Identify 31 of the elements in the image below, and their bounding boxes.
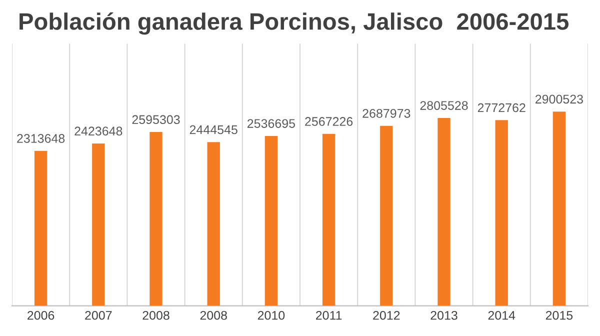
x-tick-label: 2011 [316, 310, 342, 320]
x-tick-label: 2013 [430, 310, 458, 320]
data-label: 2595303 [132, 115, 180, 124]
bar [34, 150, 48, 306]
x-tick-label: 2010 [258, 310, 285, 320]
data-label: 2900523 [536, 94, 583, 104]
x-tick-label: 2012 [373, 310, 400, 320]
x-tick-label: 2007 [85, 310, 112, 320]
bar [150, 132, 162, 306]
data-label: 2536695 [248, 119, 296, 128]
bar [495, 120, 508, 306]
bar [207, 142, 220, 306]
bar [264, 136, 278, 306]
x-tick-label: 2006 [28, 310, 54, 320]
x-tick-label: 2008 [142, 310, 170, 320]
data-label: 2805528 [420, 101, 468, 110]
bar [92, 144, 105, 306]
data-label: 2772762 [478, 103, 526, 112]
bar [380, 126, 393, 306]
data-label: 2567226 [305, 117, 353, 126]
x-tick-label: 2015 [546, 310, 573, 320]
x-tick-label: 2008 [200, 310, 227, 320]
data-label: 2313648 [17, 134, 65, 143]
data-label: 2687973 [362, 108, 410, 118]
bar [552, 112, 566, 306]
data-label: 2444545 [190, 125, 238, 134]
bar [438, 118, 450, 306]
data-label: 2423648 [74, 126, 122, 136]
x-tick-label: 2014 [488, 310, 516, 320]
chart-title: Población ganadera Porcinos, Jalisco 2006-2015 [20, 12, 569, 35]
bar [322, 134, 336, 306]
